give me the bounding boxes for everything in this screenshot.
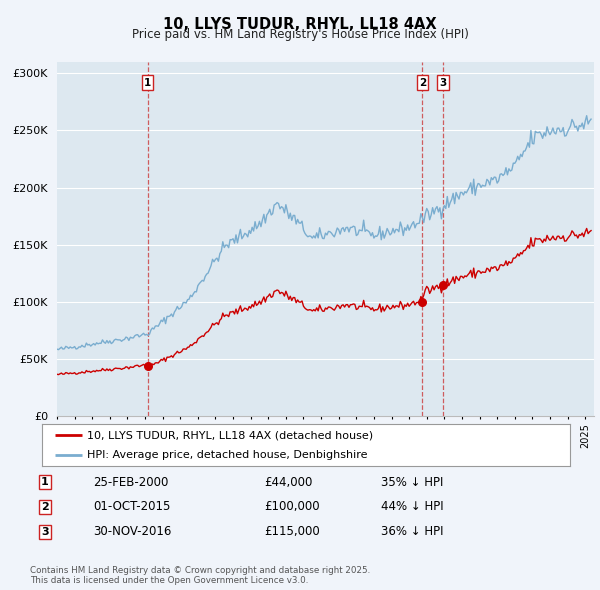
Text: 01-OCT-2015: 01-OCT-2015 [93, 500, 170, 513]
Text: 2: 2 [419, 77, 426, 87]
Text: 1: 1 [144, 77, 151, 87]
Text: 35% ↓ HPI: 35% ↓ HPI [381, 476, 443, 489]
Text: Price paid vs. HM Land Registry's House Price Index (HPI): Price paid vs. HM Land Registry's House … [131, 28, 469, 41]
Text: 3: 3 [41, 527, 49, 536]
Text: 10, LLYS TUDUR, RHYL, LL18 4AX: 10, LLYS TUDUR, RHYL, LL18 4AX [163, 17, 437, 31]
Text: 36% ↓ HPI: 36% ↓ HPI [381, 525, 443, 538]
Text: 3: 3 [439, 77, 446, 87]
Text: £44,000: £44,000 [264, 476, 313, 489]
Text: £115,000: £115,000 [264, 525, 320, 538]
Text: HPI: Average price, detached house, Denbighshire: HPI: Average price, detached house, Denb… [87, 450, 367, 460]
Text: 1: 1 [41, 477, 49, 487]
Text: 10, LLYS TUDUR, RHYL, LL18 4AX (detached house): 10, LLYS TUDUR, RHYL, LL18 4AX (detached… [87, 430, 373, 440]
Text: 30-NOV-2016: 30-NOV-2016 [93, 525, 172, 538]
Text: 44% ↓ HPI: 44% ↓ HPI [381, 500, 443, 513]
Text: £100,000: £100,000 [264, 500, 320, 513]
Text: Contains HM Land Registry data © Crown copyright and database right 2025.
This d: Contains HM Land Registry data © Crown c… [30, 566, 370, 585]
Text: 25-FEB-2000: 25-FEB-2000 [93, 476, 169, 489]
Text: 2: 2 [41, 502, 49, 512]
